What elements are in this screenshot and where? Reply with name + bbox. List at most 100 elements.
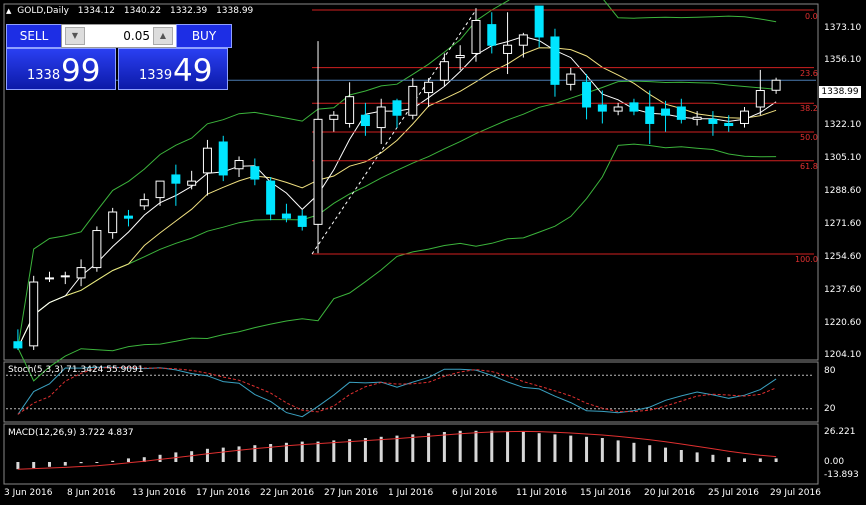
macd-histogram-bar bbox=[711, 454, 715, 462]
date-tick: 8 Jun 2016 bbox=[67, 488, 116, 498]
macd-histogram-bar bbox=[632, 442, 636, 462]
macd-histogram-bar bbox=[521, 432, 525, 462]
macd-histogram-bar bbox=[664, 447, 668, 462]
macd-histogram-bar bbox=[16, 462, 20, 470]
macd-histogram-bar bbox=[537, 433, 541, 462]
macd-histogram-bar bbox=[379, 436, 383, 462]
fib-level-label: 23.6 bbox=[800, 69, 818, 78]
macd-level-top: 26.221 bbox=[824, 427, 856, 437]
price-tick: 1220.60 bbox=[824, 318, 862, 328]
macd-histogram-bar bbox=[727, 457, 731, 462]
open-value: 1334.12 bbox=[77, 6, 115, 16]
macd-histogram-bar bbox=[774, 458, 778, 462]
macd-histogram-bar bbox=[158, 454, 162, 462]
candle-body bbox=[597, 104, 607, 112]
lot-size-field[interactable]: ▼ 0.05 ▲ bbox=[61, 24, 177, 48]
buy-price-prefix: 1339 bbox=[139, 68, 173, 83]
price-tick: 1373.10 bbox=[824, 23, 862, 33]
macd-histogram-bar bbox=[427, 433, 431, 462]
sell-button[interactable]: SELL bbox=[6, 24, 62, 48]
candle-body bbox=[582, 81, 592, 108]
date-tick: 11 Jul 2016 bbox=[516, 488, 567, 498]
lot-increase-icon[interactable]: ▲ bbox=[153, 27, 173, 45]
candle-body bbox=[676, 106, 686, 120]
candle-body bbox=[661, 108, 671, 116]
macd-histogram-bar bbox=[237, 446, 241, 462]
candle-body bbox=[202, 147, 212, 174]
macd-histogram-bar bbox=[490, 430, 494, 462]
price-tick: 1305.10 bbox=[824, 153, 862, 163]
candle-body bbox=[471, 20, 481, 54]
macd-histogram-bar bbox=[316, 441, 320, 462]
candle-body bbox=[266, 180, 276, 215]
macd-indicator-label: MACD(12,26,9) 3.722 4.837 bbox=[8, 428, 134, 438]
price-tick: 1254.60 bbox=[824, 252, 862, 262]
price-tick: 1204.10 bbox=[824, 350, 862, 360]
candle-body bbox=[534, 5, 544, 38]
lot-size-value[interactable]: 0.05 bbox=[123, 29, 150, 43]
date-tick: 25 Jul 2016 bbox=[708, 488, 759, 498]
macd-histogram-bar bbox=[569, 435, 573, 462]
lot-decrease-icon[interactable]: ▼ bbox=[65, 27, 85, 45]
macd-histogram-bar bbox=[32, 462, 36, 468]
price-tick: 1288.60 bbox=[824, 186, 862, 196]
macd-histogram-bar bbox=[95, 462, 99, 463]
candle-body bbox=[645, 106, 655, 124]
macd-histogram-bar bbox=[679, 450, 683, 462]
fib-level-label: 61.8 bbox=[800, 162, 818, 171]
date-tick: 1 Jul 2016 bbox=[388, 488, 434, 498]
macd-histogram-bar bbox=[474, 430, 478, 462]
macd-histogram-bar bbox=[363, 438, 367, 462]
candle-body bbox=[60, 275, 70, 278]
candle-body bbox=[439, 61, 449, 81]
candle-body bbox=[771, 79, 781, 91]
sell-price-tile[interactable]: 1338 99 bbox=[6, 48, 116, 90]
macd-histogram-bar bbox=[600, 438, 604, 462]
candle-body bbox=[408, 85, 418, 116]
macd-histogram-bar bbox=[395, 435, 399, 462]
sell-price-pips: 99 bbox=[61, 53, 101, 89]
date-tick: 13 Jun 2016 bbox=[132, 488, 187, 498]
candle-body bbox=[329, 114, 339, 120]
price-tick: 1237.60 bbox=[824, 285, 862, 295]
macd-histogram-bar bbox=[332, 440, 336, 462]
macd-histogram-bar bbox=[142, 457, 146, 462]
buy-price-pips: 49 bbox=[173, 53, 213, 89]
candle-body bbox=[139, 199, 149, 207]
price-tick: 1322.10 bbox=[824, 120, 862, 130]
candle-body bbox=[503, 44, 513, 54]
date-tick: 3 Jun 2016 bbox=[4, 488, 53, 498]
candle-body bbox=[108, 211, 118, 234]
macd-histogram-bar bbox=[648, 445, 652, 462]
macd-histogram-bar bbox=[695, 452, 699, 462]
stoch-panel-frame bbox=[3, 361, 819, 423]
buy-price-tile[interactable]: 1339 49 bbox=[118, 48, 228, 90]
candle-body bbox=[455, 55, 465, 59]
stoch-level-20: 20 bbox=[824, 404, 836, 414]
stoch-indicator-label: Stoch(5,3,3) 71.3424 55.9091 bbox=[8, 365, 144, 375]
candle-body bbox=[13, 341, 23, 349]
candle-body bbox=[123, 215, 133, 219]
candle-body bbox=[424, 81, 434, 94]
buy-button[interactable]: BUY bbox=[176, 24, 232, 48]
candle-body bbox=[629, 102, 639, 112]
collapse-triangle-icon[interactable]: ▲ bbox=[6, 7, 12, 15]
macd-histogram-bar bbox=[411, 434, 415, 462]
candle-body bbox=[250, 166, 260, 180]
macd-histogram-bar bbox=[126, 458, 130, 462]
candle-body bbox=[29, 281, 39, 347]
macd-histogram-bar bbox=[205, 448, 209, 462]
date-tick: 27 Jun 2016 bbox=[324, 488, 379, 498]
candle-body bbox=[234, 160, 244, 170]
candle-body bbox=[297, 215, 307, 227]
macd-histogram-bar bbox=[63, 462, 67, 466]
date-tick: 29 Jul 2016 bbox=[770, 488, 821, 498]
macd-histogram-bar bbox=[348, 439, 352, 462]
one-click-trading-panel: SELL ▼ 0.05 ▲ BUY 1338 99 1339 49 bbox=[6, 24, 232, 90]
macd-signal-line bbox=[17, 430, 777, 470]
candle-body bbox=[345, 96, 355, 124]
low-value: 1332.39 bbox=[169, 6, 208, 16]
price-tick: 1356.10 bbox=[824, 55, 862, 65]
